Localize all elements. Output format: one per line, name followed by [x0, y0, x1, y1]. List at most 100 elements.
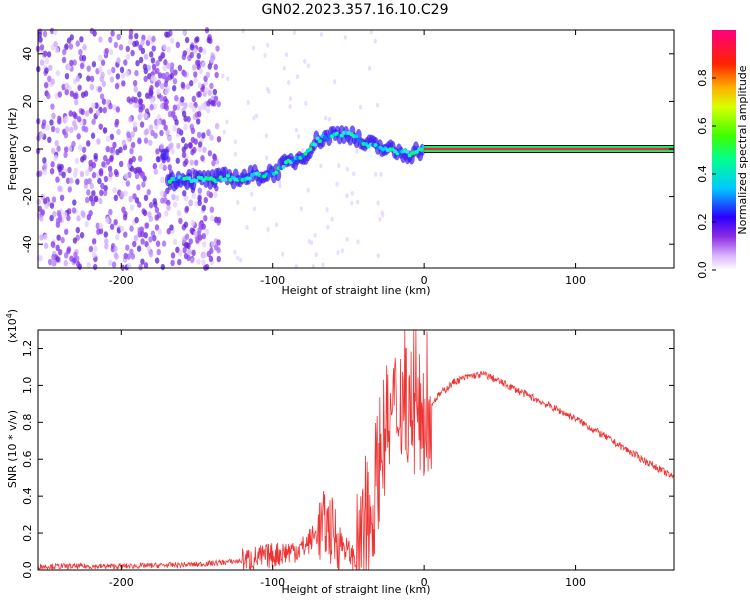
- spectrogram-noise-cell: [62, 211, 68, 219]
- snr-plot-area: [38, 330, 674, 570]
- spectrogram-noise-cell: [101, 161, 106, 168]
- spectrogram-noise-cell: [180, 136, 186, 144]
- spectrogram-noise-cell: [118, 160, 124, 168]
- spectrogram-noise-cell: [84, 169, 90, 177]
- spectrogram-noise-cell: [183, 221, 189, 228]
- spectrogram-noise-cell: [91, 238, 97, 245]
- spectrogram-noise-cell: [116, 128, 121, 136]
- spectrogram-noise-cell: [46, 51, 52, 58]
- spectrogram-noise-cell: [190, 148, 195, 156]
- spectrogram-noise-cell: [355, 148, 359, 154]
- spectrogram-noise-cell: [194, 159, 199, 166]
- spectrogram-noise-cell: [367, 65, 372, 71]
- spectrogram-noise-cell: [88, 195, 94, 202]
- spectrogram-noise-cell: [143, 262, 149, 269]
- spectrogram-noise-cell: [55, 256, 60, 263]
- spectrogram-noise-cell: [163, 124, 168, 131]
- spectrogram-noise-cell: [356, 239, 360, 245]
- spectrogram-noise-cell: [50, 78, 55, 85]
- spectrogram-noise-cell: [123, 252, 128, 260]
- spectrogram-noise-cell: [205, 71, 211, 79]
- spectrogram-noise-cell: [196, 258, 201, 265]
- spectrogram-noise-cell: [138, 111, 143, 119]
- spectrogram-noise-cell: [132, 240, 137, 248]
- spectrogram-noise-cell: [105, 135, 111, 142]
- spectrogram-noise-cell: [122, 214, 128, 221]
- spectrogram-noise-cell: [187, 248, 192, 255]
- colorbar-tick-label: 0.2: [696, 213, 709, 231]
- spectrogram-noise-cell: [38, 36, 43, 43]
- spectrogram-noise-cell: [125, 70, 130, 77]
- spectrogram-noise-cell: [99, 93, 105, 100]
- spectrogram-noise-cell: [200, 154, 205, 162]
- spectrogram-noise-cell: [73, 124, 78, 131]
- spectrogram-noise-cell: [126, 96, 131, 103]
- spectrogram-noise-cell: [163, 59, 168, 66]
- spectrogram-noise-cell: [181, 110, 187, 118]
- spectrogram-noise-cell: [187, 141, 193, 149]
- spectrogram-noise-cell: [172, 201, 178, 208]
- spectrogram-noise-cell: [69, 90, 75, 97]
- spectrogram-noise-cell: [55, 127, 60, 134]
- spectrogram-noise-cell: [184, 233, 190, 240]
- spectrogram-noise-cell: [155, 60, 160, 67]
- spectrogram-ridge-core: [414, 149, 419, 154]
- spectrogram-noise-cell: [67, 166, 72, 174]
- spectrogram-noise-cell: [105, 99, 110, 106]
- spectrogram-noise-cell: [201, 241, 207, 248]
- spectrogram-noise-cell: [151, 35, 156, 43]
- spectrogram-noise-cell: [57, 118, 62, 125]
- spectrogram-noise-cell: [75, 40, 80, 47]
- spectrogram-noise-cell: [330, 216, 334, 222]
- spectrogram-noise-cell: [333, 79, 337, 85]
- spectrogram-noise-cell: [135, 166, 140, 174]
- spectrogram-noise-cell: [115, 73, 121, 80]
- spectrogram-noise-cell: [40, 209, 46, 216]
- spectrogram-noise-cell: [319, 163, 323, 169]
- figure-title: GN02.2023.357.16.10.C29: [262, 2, 449, 18]
- spectrogram-ridge-core: [167, 179, 172, 184]
- spectrogram-ridge-core: [315, 136, 320, 141]
- spectrogram-x-tick-label: -200: [109, 274, 134, 287]
- spectrogram-noise-cell: [104, 243, 109, 250]
- spectrogram-noise-cell: [182, 29, 188, 36]
- spectrogram-noise-cell: [42, 168, 48, 176]
- spectrogram-noise-cell: [292, 30, 297, 35]
- spectrogram-noise-cell: [138, 264, 143, 271]
- colorbar-tick-label: 0.0: [696, 261, 709, 279]
- spectrogram-noise-cell: [93, 152, 98, 160]
- spectrogram-noise-cell: [154, 224, 160, 231]
- spectrogram-noise-cell: [180, 81, 186, 89]
- spectrogram-noise-cell: [119, 66, 125, 74]
- spectrogram-noise-cell: [184, 36, 190, 44]
- spectrogram-noise-cell: [169, 72, 175, 80]
- spectrogram-noise-cell: [72, 199, 77, 206]
- spectrogram-noise-cell: [169, 66, 175, 74]
- spectrogram-noise-cell: [103, 175, 109, 183]
- spectrogram-noise-cell: [50, 125, 56, 133]
- spectrogram-noise-cell: [186, 242, 191, 250]
- spectrogram-noise-cell: [188, 101, 194, 109]
- spectrogram-noise-cell: [105, 158, 111, 165]
- spectrogram-noise-cell: [45, 124, 50, 131]
- spectrogram-noise-cell: [101, 80, 107, 87]
- spectrogram-noise-cell: [155, 240, 161, 247]
- spectrogram-noise-cell: [182, 246, 187, 254]
- snr-y-ticks: 0.0 0.2 0.4 0.6 0.8 1.0 1.2: [21, 340, 674, 579]
- spectrogram-noise-cell: [74, 92, 79, 100]
- spectrogram-noise-cell: [42, 197, 48, 205]
- spectrogram-y-tick-label: -20: [21, 188, 34, 206]
- spectrogram-noise-cell: [170, 148, 175, 155]
- spectrogram-noise-cell: [174, 119, 179, 126]
- spectrogram-noise-cell: [177, 64, 183, 72]
- spectrogram-noise-cell: [121, 139, 127, 147]
- spectrogram-noise-cell: [62, 48, 67, 56]
- spectrogram-noise-cell: [43, 242, 49, 249]
- spectrogram-noise-cell: [183, 252, 189, 260]
- spectrogram-noise-cell: [159, 190, 165, 197]
- spectrogram-noise-cell: [193, 138, 198, 145]
- spectrogram-noise-cell: [127, 38, 133, 46]
- spectrogram-noise-cell: [149, 97, 155, 104]
- spectrogram-noise-cell: [68, 43, 74, 50]
- spectrogram-noise-cell: [161, 240, 167, 247]
